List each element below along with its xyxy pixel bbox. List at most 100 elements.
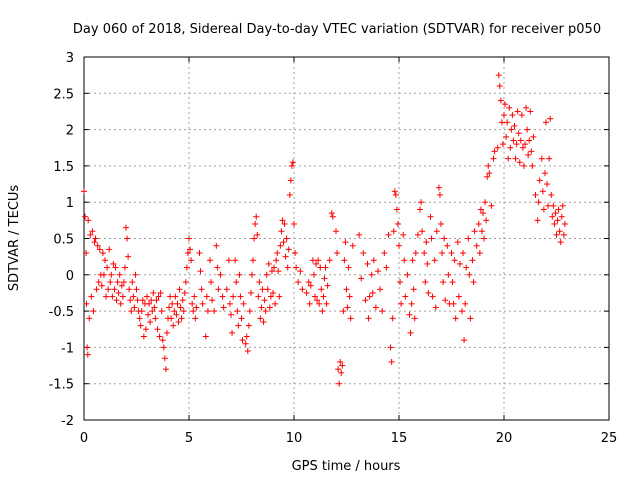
data-point [409,257,416,264]
data-point [508,126,515,133]
data-point [267,293,274,300]
data-point [427,213,434,220]
data-point [257,315,264,322]
data-point [98,282,105,289]
data-point [494,144,501,151]
data-point [117,300,124,307]
data-point [168,315,175,322]
data-point [449,279,456,286]
data-point [139,297,146,304]
data-points [81,72,568,387]
data-point [520,162,527,169]
data-point [250,257,257,264]
y-tick-label: 1.5 [53,160,74,175]
data-point [388,358,395,365]
data-point [470,279,477,286]
data-point [246,308,253,315]
data-point [534,217,541,224]
data-point [83,300,90,307]
data-point [407,329,414,336]
data-point [480,210,486,217]
data-point [321,275,328,282]
data-point [329,213,336,220]
data-point [310,271,317,278]
data-point [341,257,348,264]
data-point [421,250,428,257]
data-point [226,300,233,307]
data-point [309,257,316,264]
data-point [360,250,367,257]
data-point [507,144,514,151]
data-point [133,286,140,293]
data-point [467,315,474,322]
data-point [368,271,375,278]
data-point [538,155,545,162]
data-point [278,228,285,235]
data-point [551,220,558,227]
data-point [509,112,516,119]
data-point [192,315,199,322]
data-point [137,322,144,329]
data-point [275,268,282,275]
data-point [159,337,166,344]
data-point [524,126,531,133]
data-point [485,162,492,169]
data-point [266,304,273,311]
data-point [451,257,458,264]
data-point [207,257,213,264]
data-point [436,191,443,198]
data-point [314,297,321,304]
data-point [276,293,283,300]
data-point [535,199,542,206]
data-point [239,337,246,344]
data-point [240,300,247,307]
data-point [527,108,534,115]
data-point [128,308,135,315]
data-point [119,293,126,300]
x-tick-label: 5 [185,431,193,446]
data-point [428,235,435,242]
data-point [462,300,469,307]
data-point [234,308,241,315]
data-point [431,257,438,264]
data-point [345,264,352,271]
data-point [555,206,562,213]
data-point [220,304,227,311]
data-point [466,271,473,278]
data-point [211,308,218,315]
data-point [381,250,388,257]
data-point [177,304,184,311]
data-point [515,130,522,137]
data-point [454,239,461,246]
data-point [99,250,106,257]
data-point [307,282,314,289]
data-point [175,318,182,325]
data-point [497,97,504,104]
data-point [377,286,384,293]
data-point [369,289,376,296]
data-point [253,213,260,220]
chart-title: Day 060 of 2018, Sidereal Day-to-day VTE… [73,22,601,37]
data-point [91,239,98,246]
data-point [334,250,341,257]
data-point [398,300,405,307]
data-point [182,279,189,286]
data-point [223,286,230,293]
data-point [518,112,525,119]
data-point [160,344,167,351]
data-point [517,137,524,144]
data-point [528,148,535,155]
data-point [544,181,551,188]
data-point [229,329,236,336]
data-point [84,351,91,358]
data-point [499,141,506,148]
data-point [411,315,418,322]
data-point [256,279,263,286]
data-point [396,242,402,249]
data-point [155,293,162,300]
data-point [171,308,178,315]
data-point [391,188,398,195]
data-point [163,329,170,336]
data-point [191,293,198,300]
data-point [419,228,426,235]
